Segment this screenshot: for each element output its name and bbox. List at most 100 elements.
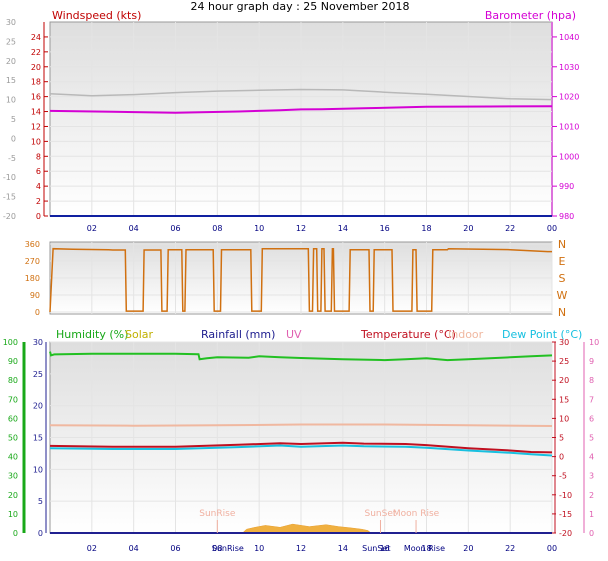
tick-label: 0 bbox=[13, 529, 18, 538]
tick-label: 15 bbox=[559, 395, 569, 404]
tick-label: 14 bbox=[338, 224, 348, 233]
tick-label: 1030 bbox=[559, 63, 579, 72]
tick-label: 0 bbox=[589, 529, 594, 538]
tick-label: 00 bbox=[547, 224, 557, 233]
rainfall-legend: Rainfall (mm) bbox=[201, 328, 275, 341]
temperature-humidity-panel: Humidity (%) Solar Rainfall (mm) UV Temp… bbox=[3, 328, 599, 553]
tick-label: 12 bbox=[31, 122, 41, 131]
tick-label: -15 bbox=[559, 510, 572, 519]
tick-label: 16 bbox=[31, 93, 41, 102]
tick-label: 6 bbox=[36, 167, 41, 176]
wind-barometer-panel: Windspeed (kts) Barometer (hpa) 02468101… bbox=[3, 9, 579, 233]
solar-legend: Solar bbox=[125, 328, 154, 341]
tick-label: -20 bbox=[3, 212, 16, 221]
tick-label: 0 bbox=[38, 529, 43, 538]
tick-label: 15 bbox=[6, 76, 16, 85]
tick-label: 8 bbox=[36, 152, 41, 161]
tick-label: 08 bbox=[212, 224, 222, 233]
tick-label: 04 bbox=[129, 544, 139, 553]
tick-label: 50 bbox=[8, 434, 18, 443]
tick-label: 5 bbox=[38, 497, 43, 506]
tick-label: 980 bbox=[559, 212, 574, 221]
tick-label: 5 bbox=[559, 434, 564, 443]
graph-title: 24 hour graph day : 25 November 2018 bbox=[190, 0, 409, 13]
tick-label: 1020 bbox=[559, 93, 579, 102]
tick-label: 15 bbox=[33, 434, 43, 443]
humidity-line bbox=[49, 351, 553, 362]
indoor-line bbox=[49, 423, 553, 427]
tick-label: 4 bbox=[36, 182, 41, 191]
tick-label: 40 bbox=[8, 453, 18, 462]
tick-label: 80 bbox=[8, 376, 18, 385]
tick-label: 30 bbox=[8, 472, 18, 481]
tick-label: 12 bbox=[296, 224, 306, 233]
tick-label: -10 bbox=[3, 173, 16, 182]
solar-area bbox=[241, 523, 372, 534]
tick-label: 8 bbox=[589, 376, 594, 385]
tick-label: 20 bbox=[33, 402, 43, 411]
tick-label: 270 bbox=[25, 257, 40, 266]
tick-label: 10 bbox=[559, 414, 569, 423]
tick-label: 20 bbox=[463, 544, 473, 553]
tick-label: 20 bbox=[6, 57, 16, 66]
tick-label: 18 bbox=[31, 78, 41, 87]
wind-direction-panel: 0 N 90 W 180 S 270 E 360 N bbox=[25, 238, 568, 319]
tick-label: 90 bbox=[8, 357, 18, 366]
tick-label: 1010 bbox=[559, 122, 579, 131]
tick-label: -10 bbox=[559, 491, 572, 500]
tick-label: 22 bbox=[505, 544, 515, 553]
tick-label: -15 bbox=[3, 193, 16, 202]
tick-label: 18 bbox=[421, 224, 431, 233]
tick-label: 16 bbox=[380, 224, 390, 233]
tick-label: 4 bbox=[589, 453, 594, 462]
tick-label: 18 bbox=[421, 544, 431, 553]
barometer-line bbox=[49, 105, 553, 114]
tick-label: 20 bbox=[31, 63, 41, 72]
tick-label: 2 bbox=[589, 491, 594, 500]
barometer-legend: Barometer (hpa) bbox=[485, 9, 576, 22]
tick-label: 30 bbox=[33, 338, 43, 347]
tick-label: 10 bbox=[254, 224, 264, 233]
x-marker-label: SunRise bbox=[212, 544, 244, 553]
tick-label: 990 bbox=[559, 182, 574, 191]
tick-label: 7 bbox=[589, 395, 594, 404]
tick-label: 2 bbox=[36, 197, 41, 206]
tick-label: 02 bbox=[87, 224, 97, 233]
tick-label: 5 bbox=[589, 434, 594, 443]
tick-label: 16 bbox=[380, 544, 390, 553]
humidity-legend: Humidity (%) bbox=[56, 328, 128, 341]
tick-label: 10 bbox=[6, 96, 16, 105]
tick-label: 12 bbox=[296, 544, 306, 553]
tick-label: 0 bbox=[35, 308, 40, 317]
tick-label: 3 bbox=[589, 472, 594, 481]
temperature-legend: Temperature (°C) bbox=[360, 328, 456, 341]
tick-label: 08 bbox=[212, 544, 222, 553]
tick-label: -5 bbox=[559, 472, 567, 481]
tick-label: 1000 bbox=[559, 152, 579, 161]
tick-label: -5 bbox=[8, 154, 16, 163]
tick-label: 06 bbox=[170, 224, 180, 233]
tick-label: 20 bbox=[463, 224, 473, 233]
tick-label: 5 bbox=[11, 115, 16, 124]
windspeed-legend: Windspeed (kts) bbox=[52, 9, 141, 22]
tick-label: 90 bbox=[30, 291, 40, 300]
tick-label: 22 bbox=[505, 224, 515, 233]
tick-label: 6 bbox=[589, 414, 594, 423]
tick-label: 25 bbox=[33, 370, 43, 379]
tick-label: 14 bbox=[338, 544, 348, 553]
tick-label: 00 bbox=[547, 544, 557, 553]
tick-label: 360 bbox=[25, 240, 40, 249]
tick-label: 10 bbox=[31, 137, 41, 146]
tick-label: 02 bbox=[87, 544, 97, 553]
tick-label: 20 bbox=[559, 376, 569, 385]
tick-label: 25 bbox=[559, 357, 569, 366]
gust-line bbox=[49, 88, 553, 101]
tick-label: 24 bbox=[31, 33, 41, 42]
tick-label: 180 bbox=[25, 274, 40, 283]
compass-label: W bbox=[557, 289, 568, 302]
tick-label: 30 bbox=[6, 18, 16, 27]
tick-label: 10 bbox=[33, 465, 43, 474]
compass-label: S bbox=[559, 272, 566, 285]
tick-label: 22 bbox=[31, 48, 41, 57]
